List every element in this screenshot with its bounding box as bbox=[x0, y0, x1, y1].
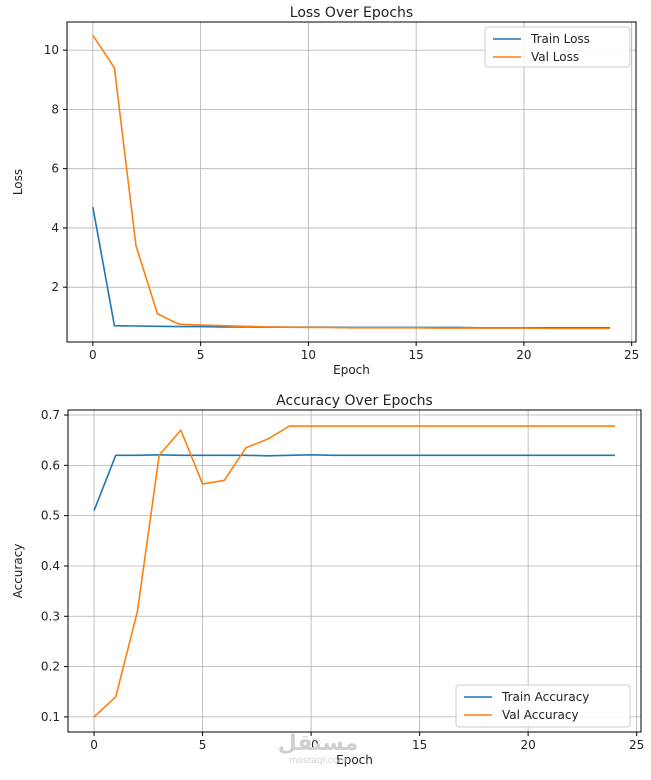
y-tick-label: 8 bbox=[51, 102, 59, 116]
y-tick-label: 2 bbox=[51, 280, 59, 294]
x-tick-label: 20 bbox=[516, 348, 531, 362]
legend: Train Loss Val Loss bbox=[484, 26, 631, 68]
x-tick-label: 25 bbox=[624, 348, 639, 362]
watermark-logo: مستقل mostaql.com bbox=[278, 731, 358, 766]
loss-chart: 0 5 10 15 20 25 2 4 6 8 10 Loss Over Epochs Epoch Los… bbox=[11, 5, 639, 377]
y-tick-label: 0.2 bbox=[41, 660, 60, 674]
y-tick-label: 0.5 bbox=[41, 509, 60, 523]
plot-frame bbox=[66, 21, 637, 343]
series-line-train-accuracy bbox=[93, 453, 615, 511]
x-tick-label: 5 bbox=[197, 348, 205, 362]
legend-label: Val Loss bbox=[531, 50, 579, 64]
series-line-val-accuracy bbox=[93, 425, 615, 718]
plot-frame bbox=[67, 409, 642, 733]
x-tick-label: 20 bbox=[520, 738, 535, 752]
x-axis-label: Epoch bbox=[336, 753, 373, 767]
y-tick-label: 0.1 bbox=[41, 710, 60, 724]
y-tick-label: 0.3 bbox=[41, 609, 60, 623]
watermark-text: مستقل bbox=[278, 731, 358, 756]
y-axis-label: Accuracy bbox=[11, 544, 25, 599]
y-tick-label: 4 bbox=[51, 221, 59, 235]
y-tick-label: 6 bbox=[51, 162, 59, 176]
chart-title: Accuracy Over Epochs bbox=[276, 393, 433, 409]
x-tick-label: 5 bbox=[199, 738, 207, 752]
x-tick-label: 15 bbox=[409, 348, 424, 362]
x-tick-label: 15 bbox=[412, 738, 427, 752]
accuracy-chart: 0 5 10 15 20 25 0.1 0.2 0.3 0.4 0.5 0.6 0.7 Accuracy … bbox=[11, 393, 644, 767]
legend-box bbox=[455, 684, 631, 728]
chart-title: Loss Over Epochs bbox=[290, 5, 413, 21]
y-axis-label: Loss bbox=[11, 169, 25, 195]
x-axis-label: Epoch bbox=[333, 363, 370, 377]
x-tick-label: 10 bbox=[301, 348, 316, 362]
legend-label: Val Accuracy bbox=[502, 708, 579, 722]
x-tick-label: 10 bbox=[303, 738, 318, 752]
series-line-train-loss bbox=[92, 207, 611, 329]
legend-label: Train Accuracy bbox=[501, 690, 589, 704]
y-tick-label: 0.7 bbox=[41, 408, 60, 422]
y-tick-label: 0.6 bbox=[41, 458, 60, 472]
x-tick-label: 0 bbox=[90, 738, 98, 752]
x-tick-label: 25 bbox=[629, 738, 644, 752]
legend-box bbox=[484, 26, 631, 68]
y-tick-label: 10 bbox=[44, 43, 59, 57]
watermark-subtext: mostaql.com bbox=[289, 756, 347, 766]
legend: Train Accuracy Val Accuracy bbox=[455, 684, 631, 728]
series-line-val-loss bbox=[92, 34, 611, 330]
x-tick-label: 0 bbox=[89, 348, 97, 362]
y-tick-label: 0.4 bbox=[41, 559, 60, 573]
legend-label: Train Loss bbox=[530, 32, 590, 46]
